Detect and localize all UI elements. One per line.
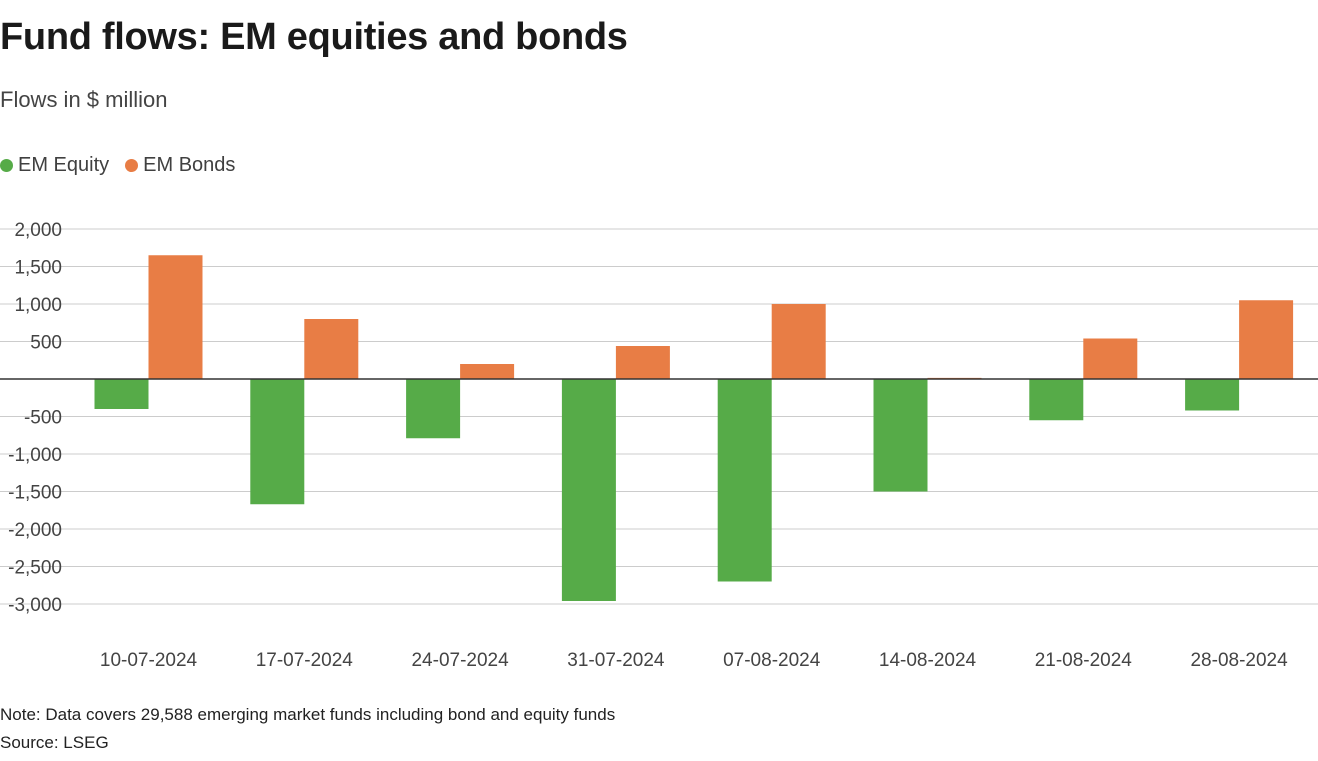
- legend-label-equity: EM Equity: [18, 154, 110, 176]
- chart-source: Source: LSEG: [0, 733, 109, 752]
- legend-swatch-equity: [0, 159, 13, 172]
- legend-item-bonds: EM Bonds: [125, 154, 235, 177]
- chart-note: Note: Data covers 29,588 emerging market…: [0, 705, 616, 724]
- y-tick-label: 500: [30, 333, 62, 354]
- y-tick-label: -2,000: [8, 520, 62, 541]
- bar-equity-21-08-2024: [1029, 379, 1084, 421]
- y-tick-label: -2,500: [8, 558, 62, 579]
- bar-bonds-24-07-2024: [460, 364, 515, 379]
- legend-item-equity: EM Equity: [0, 154, 109, 177]
- x-tick-label: 24-07-2024: [411, 650, 509, 671]
- x-tick-label: 07-08-2024: [723, 650, 821, 671]
- bar-bonds-10-07-2024: [148, 255, 203, 379]
- bar-bonds-21-08-2024: [1083, 338, 1138, 379]
- y-tick-label: 2,000: [14, 220, 62, 241]
- y-tick-label: -500: [24, 408, 62, 429]
- bar-equity-17-07-2024: [250, 379, 305, 505]
- y-tick-label: -1,000: [8, 445, 62, 466]
- y-tick-label: -1,500: [8, 483, 62, 504]
- x-tick-label: 28-08-2024: [1190, 650, 1288, 671]
- bar-equity-14-08-2024: [873, 379, 928, 492]
- chart-subtitle: Flows in $ million: [0, 87, 168, 112]
- x-tick-label: 21-08-2024: [1035, 650, 1133, 671]
- x-tick-label: 31-07-2024: [567, 650, 665, 671]
- bar-equity-28-08-2024: [1185, 379, 1240, 411]
- bar-chart: 2,000 1,500 1,000 500 -500 -1,000 -1,500 -2,000…: [0, 220, 1318, 671]
- legend: EM Equity EM Bonds: [0, 154, 251, 177]
- y-tick-label: 1,000: [14, 295, 62, 316]
- bar-equity-10-07-2024: [94, 379, 149, 409]
- chart-title: Fund flows: EM equities and bonds: [0, 16, 628, 58]
- x-tick-label: 10-07-2024: [100, 650, 198, 671]
- bar-bonds-07-08-2024: [771, 304, 826, 379]
- legend-label-bonds: EM Bonds: [143, 154, 236, 176]
- bar-equity-31-07-2024: [561, 379, 616, 601]
- x-tick-label: 14-08-2024: [879, 650, 977, 671]
- bar-equity-07-08-2024: [717, 379, 772, 582]
- x-tick-label: 17-07-2024: [256, 650, 354, 671]
- bar-bonds-28-08-2024: [1239, 300, 1294, 379]
- bar-bonds-17-07-2024: [304, 319, 359, 379]
- bar-bonds-31-07-2024: [615, 346, 670, 379]
- y-tick-label: -3,000: [8, 595, 62, 616]
- y-tick-label: 1,500: [14, 258, 62, 279]
- legend-swatch-bonds: [125, 159, 139, 172]
- bar-equity-24-07-2024: [406, 379, 461, 439]
